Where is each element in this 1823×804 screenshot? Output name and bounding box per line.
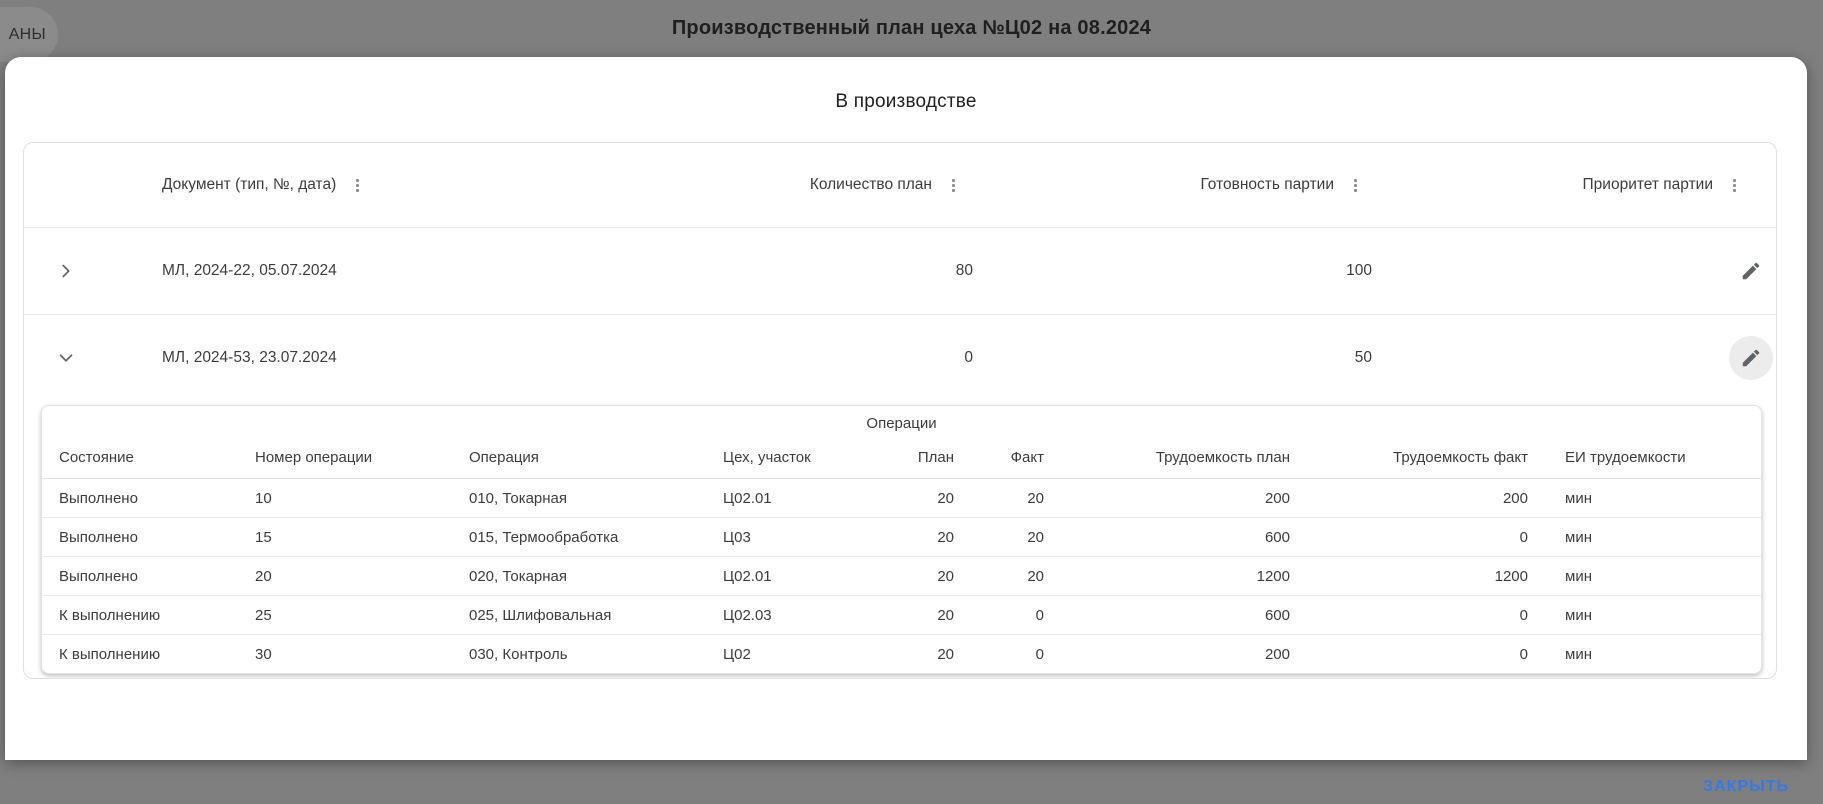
column-header-batch-readiness: Готовность партии — [987, 171, 1386, 199]
documents-table-header: Документ (тип, №, дата) Количество план … — [24, 143, 1776, 228]
ops-header-labor-unit: ЕИ трудоемкости — [1565, 448, 1686, 466]
op-fact-cell: 20 — [1027, 489, 1044, 507]
op-labor-plan-cell: 1200 — [1256, 567, 1290, 585]
op-workshop-cell: Ц02.01 — [723, 489, 772, 507]
column-header-batch-readiness-label: Готовность партии — [1200, 176, 1334, 193]
op-number-cell: 30 — [255, 645, 272, 663]
ops-header-op-number: Номер операции — [255, 448, 373, 466]
op-labor-fact-cell: 200 — [1502, 489, 1528, 507]
op-labor-unit-cell: мин — [1565, 489, 1592, 507]
ops-header-labor-fact: Трудоемкость факт — [1393, 448, 1528, 466]
kebab-menu-icon[interactable] — [343, 171, 371, 199]
op-labor-unit-cell: мин — [1565, 528, 1592, 546]
op-state-cell: Выполнено — [59, 528, 138, 546]
op-labor-fact-cell: 0 — [1519, 528, 1528, 546]
op-operation-cell: 015, Термообработка — [469, 528, 619, 546]
column-header-document: Документ (тип, №, дата) — [108, 171, 687, 199]
op-state-cell: Выполнено — [59, 489, 138, 507]
op-fact-cell: 0 — [1035, 645, 1044, 663]
kebab-menu-icon[interactable] — [1720, 171, 1748, 199]
documents-table: Документ (тип, №, дата) Количество план … — [23, 142, 1777, 679]
op-labor-unit-cell: мин — [1565, 645, 1592, 663]
background-pill-label: АНЫ — [8, 25, 46, 43]
chevron-down-icon[interactable] — [24, 347, 108, 369]
edit-icon[interactable] — [1729, 249, 1773, 293]
batch-readiness-cell: 50 — [1354, 349, 1372, 366]
document-cell: МЛ, 2024-22, 05.07.2024 — [162, 262, 337, 279]
op-fact-cell: 0 — [1035, 606, 1044, 624]
operations-table-header: Состояние Номер операции Операция Цех, у… — [42, 436, 1761, 479]
op-plan-cell: 20 — [937, 528, 954, 546]
operation-row[interactable]: Выполнено 20 020, Токарная Ц02.01 20 20 … — [42, 556, 1761, 595]
background-pill-button: АНЫ — [0, 7, 58, 62]
op-state-cell: К выполнению — [59, 606, 161, 624]
kebab-menu-icon[interactable] — [939, 171, 967, 199]
op-number-cell: 20 — [255, 567, 272, 585]
page-title: Производственный план цеха №Ц02 на 08.20… — [671, 17, 1152, 39]
production-plan-dialog: В производстве Документ (тип, №, дата) К… — [5, 57, 1807, 795]
ops-header-plan: План — [917, 448, 954, 466]
column-header-batch-priority: Приоритет партии — [1386, 171, 1776, 199]
op-number-cell: 15 — [255, 528, 272, 546]
op-labor-fact-cell: 0 — [1519, 606, 1528, 624]
document-cell: МЛ, 2024-53, 23.07.2024 — [162, 349, 337, 366]
op-workshop-cell: Ц03 — [723, 528, 751, 546]
op-labor-plan-cell: 600 — [1264, 606, 1290, 624]
op-operation-cell: 010, Токарная — [469, 489, 568, 507]
quantity-plan-cell: 0 — [964, 349, 973, 366]
op-plan-cell: 20 — [937, 489, 954, 507]
op-labor-fact-cell: 1200 — [1494, 567, 1528, 585]
operation-row[interactable]: К выполнению 25 025, Шлифовальная Ц02.03… — [42, 595, 1761, 634]
operation-row[interactable]: Выполнено 15 015, Термообработка Ц03 20 … — [42, 517, 1761, 556]
ops-header-workshop: Цех, участок — [723, 448, 811, 466]
column-header-batch-priority-label: Приоритет партии — [1582, 176, 1713, 193]
kebab-menu-icon[interactable] — [1341, 171, 1369, 199]
op-state-cell: Выполнено — [59, 567, 138, 585]
op-workshop-cell: Ц02.03 — [723, 606, 772, 624]
op-operation-cell: 030, Контроль — [469, 645, 568, 663]
batch-readiness-cell: 100 — [1346, 262, 1372, 279]
operation-row[interactable]: К выполнению 30 030, Контроль Ц02 20 0 2… — [42, 634, 1761, 673]
op-workshop-cell: Ц02 — [723, 645, 751, 663]
close-button[interactable]: ЗАКРЫТЬ — [1691, 770, 1801, 804]
quantity-plan-cell: 80 — [955, 262, 973, 279]
ops-header-fact: Факт — [1010, 448, 1044, 466]
op-labor-plan-cell: 200 — [1264, 645, 1290, 663]
column-header-document-label: Документ (тип, №, дата) — [162, 176, 337, 193]
op-number-cell: 25 — [255, 606, 272, 624]
op-labor-unit-cell: мин — [1565, 606, 1592, 624]
op-workshop-cell: Ц02.01 — [723, 567, 772, 585]
ops-header-labor-plan: Трудоемкость план — [1155, 448, 1290, 466]
op-plan-cell: 20 — [937, 645, 954, 663]
operation-row[interactable]: Выполнено 10 010, Токарная Ц02.01 20 20 … — [42, 479, 1761, 517]
op-operation-cell: 020, Токарная — [469, 567, 568, 585]
op-plan-cell: 20 — [937, 567, 954, 585]
ops-header-state: Состояние — [59, 448, 134, 466]
op-state-cell: К выполнению — [59, 645, 161, 663]
document-row[interactable]: МЛ, 2024-22, 05.07.2024 80 100 — [24, 228, 1776, 314]
operations-card: Операции Состояние Номер операции Операц… — [41, 405, 1762, 674]
op-labor-plan-cell: 200 — [1264, 489, 1290, 507]
op-labor-unit-cell: мин — [1565, 567, 1592, 585]
dialog-title: В производстве — [835, 91, 977, 112]
chevron-right-icon[interactable] — [24, 260, 108, 282]
edit-icon[interactable] — [1729, 336, 1773, 380]
column-header-quantity-plan: Количество план — [687, 171, 987, 199]
operations-title: Операции — [866, 414, 937, 432]
op-plan-cell: 20 — [937, 606, 954, 624]
ops-header-operation: Операция — [469, 448, 539, 466]
op-labor-plan-cell: 600 — [1264, 528, 1290, 546]
op-operation-cell: 025, Шлифовальная — [469, 606, 612, 624]
op-fact-cell: 20 — [1027, 528, 1044, 546]
op-labor-fact-cell: 0 — [1519, 645, 1528, 663]
op-number-cell: 10 — [255, 489, 272, 507]
column-header-quantity-plan-label: Количество план — [809, 176, 932, 193]
document-row[interactable]: МЛ, 2024-53, 23.07.2024 0 50 — [24, 314, 1776, 401]
op-fact-cell: 20 — [1027, 567, 1044, 585]
